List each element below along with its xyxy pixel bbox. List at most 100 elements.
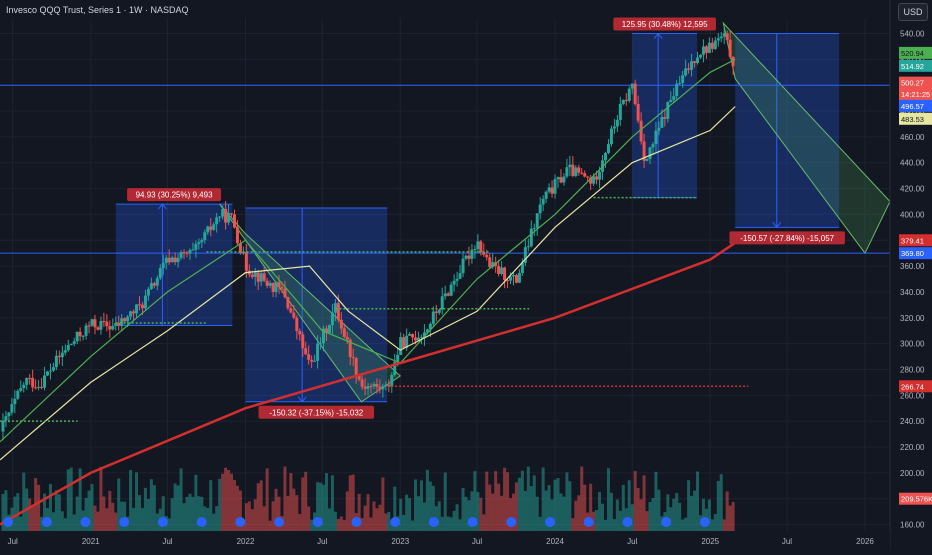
candle-body bbox=[357, 375, 361, 380]
candle-body bbox=[51, 367, 55, 371]
volume-bar bbox=[642, 475, 646, 531]
time-tick-label: Jul bbox=[317, 537, 327, 546]
volume-bar bbox=[482, 514, 486, 531]
candle-body bbox=[10, 404, 14, 413]
price-badge bbox=[899, 247, 932, 260]
volume-bar bbox=[393, 486, 397, 531]
candle-body bbox=[372, 384, 376, 387]
volume-bar bbox=[559, 493, 563, 531]
price-tick-label: 280.00 bbox=[900, 365, 925, 374]
volume-bar bbox=[268, 520, 272, 531]
volume-bar bbox=[277, 496, 281, 531]
time-tick-label: Jul bbox=[782, 537, 792, 546]
measurement-label: 125.95 (30.48%) 12,595 bbox=[622, 20, 708, 29]
volume-bar bbox=[120, 501, 124, 531]
volume-bar bbox=[51, 512, 55, 531]
candle-body bbox=[678, 82, 682, 84]
price-badge bbox=[899, 88, 932, 101]
dividend-marker-icon bbox=[41, 517, 52, 527]
volume-bar bbox=[399, 498, 403, 531]
volume-bar bbox=[645, 511, 649, 531]
volume-bar bbox=[568, 481, 572, 531]
volume-bar bbox=[666, 494, 670, 531]
measurement-labels: 94.93 (30.25%) 9,493 -150.32 (-37.15%) -1… bbox=[127, 17, 845, 419]
volume-bar bbox=[75, 496, 79, 531]
candle-body bbox=[363, 386, 367, 389]
candle-body bbox=[541, 198, 545, 205]
price-tick-label: 300.00 bbox=[900, 340, 925, 349]
candle-body bbox=[556, 177, 560, 180]
candle-body bbox=[209, 226, 213, 230]
currency-button[interactable]: USD bbox=[898, 3, 928, 21]
measurement-label-box bbox=[729, 231, 845, 245]
volume-bar bbox=[672, 498, 676, 531]
candle-body bbox=[532, 228, 536, 230]
volume-bar bbox=[137, 495, 141, 531]
volume-bar bbox=[583, 484, 587, 531]
price-badge bbox=[899, 59, 932, 72]
volume-bar bbox=[500, 495, 504, 531]
candle-body bbox=[390, 374, 394, 387]
volume-bar bbox=[167, 518, 171, 531]
candle-body bbox=[425, 329, 429, 333]
volume-bar bbox=[387, 511, 391, 531]
volume-bar bbox=[247, 501, 251, 531]
volume-bar bbox=[224, 467, 228, 531]
volume-bar bbox=[553, 479, 557, 531]
dividend-marker-icon bbox=[545, 517, 556, 527]
candle-body bbox=[277, 282, 281, 288]
candle-body bbox=[4, 416, 8, 421]
candle-body bbox=[639, 120, 643, 142]
volume-bar bbox=[615, 499, 619, 531]
volume-bar bbox=[425, 469, 429, 531]
candle-body bbox=[598, 171, 602, 180]
candle-body bbox=[43, 375, 47, 388]
candle-body bbox=[704, 46, 708, 53]
candle-body bbox=[117, 323, 121, 326]
candle-body bbox=[550, 187, 554, 194]
candle-body bbox=[506, 280, 510, 282]
volume-bar bbox=[719, 474, 723, 531]
candle-body bbox=[256, 272, 260, 282]
candle-body bbox=[651, 144, 655, 148]
volume-bar bbox=[227, 470, 231, 531]
candle-body bbox=[173, 257, 177, 263]
candle-body bbox=[230, 213, 234, 215]
volume-bar bbox=[316, 482, 320, 531]
volume-bar bbox=[48, 484, 52, 531]
dividend-marker-icon bbox=[699, 517, 710, 527]
candle-body bbox=[176, 257, 180, 263]
dividend-marker-icon bbox=[157, 517, 168, 527]
price-badge-label: 209.576K bbox=[901, 495, 932, 504]
price-tick-label: 240.00 bbox=[900, 417, 925, 426]
candle-body bbox=[612, 126, 616, 129]
volume-bar bbox=[336, 518, 340, 531]
candle-body bbox=[19, 387, 23, 391]
price-axis: 220.00 240.00 260.00 280.00 300.00 320.00 340.… bbox=[889, 0, 932, 550]
candle-body bbox=[111, 325, 115, 330]
volume-bar bbox=[470, 491, 474, 531]
candle-body bbox=[146, 288, 150, 296]
dividend-marker-icon bbox=[235, 517, 246, 527]
volume-bar bbox=[384, 513, 388, 531]
candle-body bbox=[271, 282, 275, 292]
candle-body bbox=[250, 274, 254, 277]
candle-body bbox=[446, 293, 450, 296]
volume-bar bbox=[351, 474, 355, 531]
candle-body bbox=[274, 282, 278, 292]
candle-body bbox=[48, 370, 52, 372]
volume-bar bbox=[375, 508, 379, 531]
price-badge bbox=[899, 99, 932, 112]
volume-bar bbox=[419, 480, 423, 531]
volume-bar bbox=[455, 504, 459, 531]
volume-bar bbox=[43, 493, 47, 531]
candle-body bbox=[523, 247, 527, 263]
volume-bar bbox=[405, 494, 409, 531]
volume-bar bbox=[170, 498, 174, 531]
candle-body bbox=[449, 284, 453, 296]
candle-body bbox=[618, 103, 622, 120]
candle-body bbox=[96, 327, 100, 330]
candle-body bbox=[235, 227, 239, 244]
